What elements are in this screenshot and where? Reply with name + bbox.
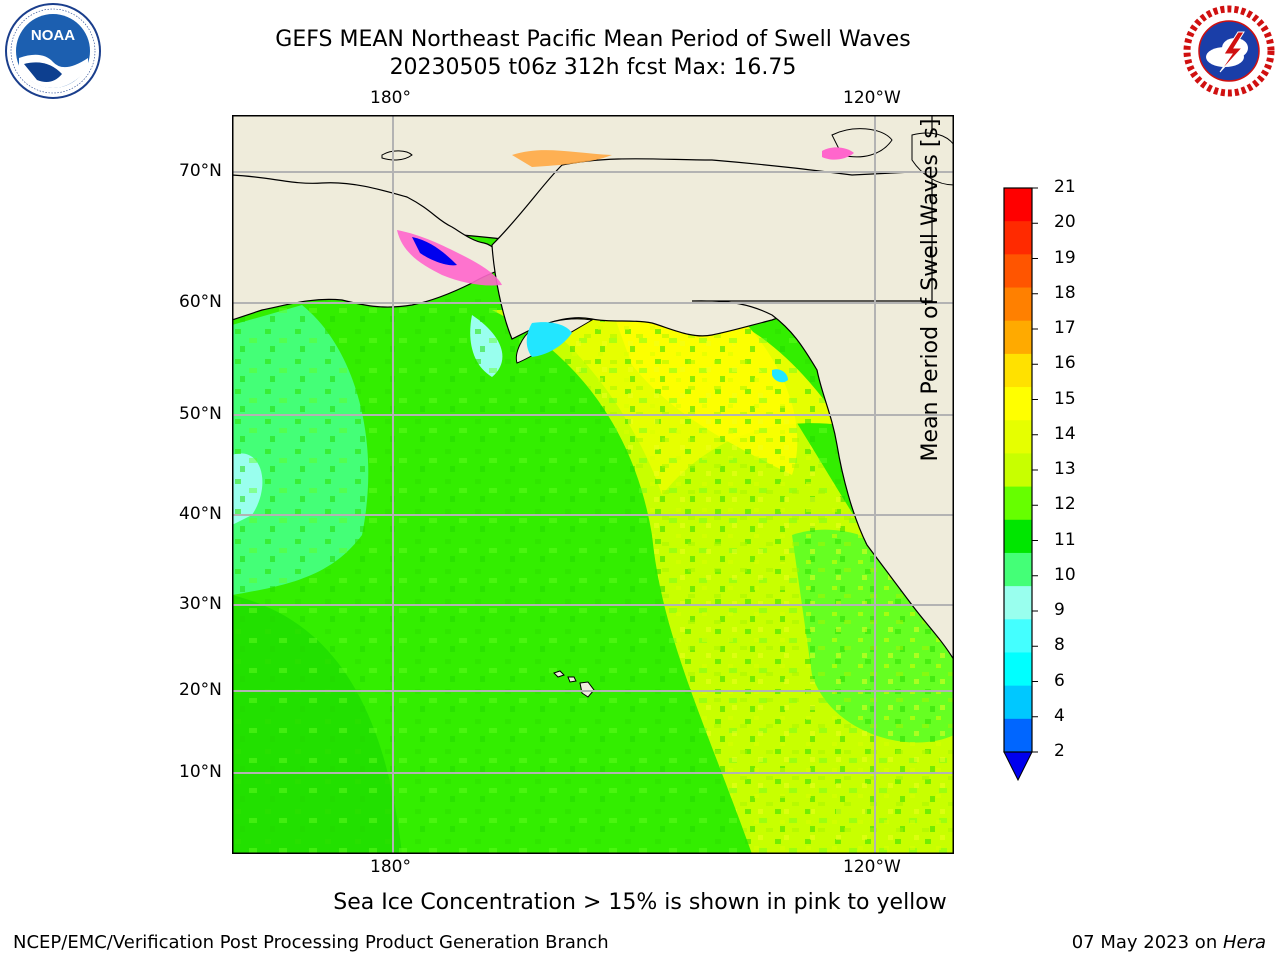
footer-host: Hera [1222, 932, 1266, 953]
lat-label-20n: 20°N [179, 680, 222, 700]
colorbar-tick-label: 2 [1054, 741, 1065, 761]
colorbar-segment [1004, 652, 1032, 687]
colorbar-extend-arrow [1003, 751, 1033, 782]
colorbar-tick-label: 12 [1054, 494, 1076, 515]
colorbar-segment [1004, 685, 1032, 720]
sea-ice-caption: Sea Ice Concentration > 15% is shown in … [333, 890, 947, 915]
colorbar-segment [1004, 486, 1032, 521]
lat-label-30n: 30°N [179, 594, 222, 614]
colorbar-segment [1004, 221, 1032, 255]
colorbar-tick-label: 6 [1054, 670, 1065, 691]
colorbar-tick-label: 9 [1054, 600, 1065, 620]
colorbar-segment [1004, 188, 1032, 222]
colorbar-segment [1004, 387, 1032, 421]
lat-label-40n: 40°N [179, 504, 222, 524]
colorbar-label: Mean Period of Swell Waves [s] [918, 118, 943, 462]
nws-logo [1183, 5, 1275, 97]
noaa-logo: NOAA [5, 3, 101, 99]
swell-cell-gulf [772, 369, 788, 383]
colorbar-tick-label: 13 [1054, 459, 1076, 479]
colorbar-tick-label: 17 [1054, 318, 1076, 338]
colorbar-tick-label: 21 [1054, 177, 1076, 197]
lat-label-50n: 50°N [179, 404, 222, 424]
map-subtitle: 20230505 t06z 312h fcst Max: 16.75 [389, 55, 797, 80]
colorbar-segment [1004, 619, 1032, 653]
lon-label-bottom-180: 180° [370, 857, 411, 877]
lon-label-top-180: 180° [370, 88, 411, 108]
colorbar-tick-label: 16 [1054, 353, 1076, 374]
footer-timestamp: 07 May 2023 on Hera [1072, 932, 1266, 953]
colorbar-tick-label: 11 [1054, 529, 1076, 550]
colorbar-tick-label: 20 [1054, 212, 1076, 233]
lat-label-70n: 70°N [179, 161, 222, 181]
field-texture-yellow [492, 310, 954, 854]
lon-label-bottom-120w: 120°W [843, 857, 901, 877]
colorbar-segment [1004, 519, 1032, 554]
colorbar-tick-label: 14 [1054, 423, 1076, 444]
colorbar-tick-label: 8 [1054, 635, 1065, 656]
sea-ice-low-period [412, 237, 457, 266]
colorbar-tick-label: 10 [1054, 564, 1076, 585]
colorbar-tick-label: 4 [1054, 705, 1065, 726]
swell-period-map [232, 115, 954, 854]
colorbar-segment [1004, 718, 1032, 753]
colorbar-segment [1004, 353, 1032, 388]
land-north-america [691, 115, 954, 662]
colorbar-tick-marks [1032, 187, 1038, 753]
lon-label-top-120w: 120°W [843, 88, 901, 108]
colorbar-tick-label: 15 [1054, 388, 1076, 409]
colorbar-segment [1004, 586, 1032, 620]
colorbar-segment [1004, 287, 1032, 322]
colorbar-segment [1004, 254, 1032, 289]
lat-label-10n: 10°N [179, 762, 222, 782]
map-frame [232, 115, 954, 854]
map-title: GEFS MEAN Northeast Pacific Mean Period … [275, 27, 911, 52]
colorbar-segments [1004, 188, 1032, 753]
colorbar-segment [1004, 420, 1032, 454]
sea-ice-chukchi [512, 150, 612, 167]
colorbar-tick-label: 19 [1054, 247, 1076, 268]
footer-branch: NCEP/EMC/Verification Post Processing Pr… [13, 932, 609, 953]
colorbar-segment [1004, 320, 1032, 355]
sea-ice-beaufort [822, 147, 854, 160]
colorbar-segment [1004, 453, 1032, 488]
lat-label-60n: 60°N [179, 292, 222, 312]
colorbar-segment [1004, 552, 1032, 587]
graticule [232, 115, 954, 854]
footer-date: 07 May 2023 on [1071, 932, 1223, 953]
noaa-logo-text: NOAA [31, 27, 75, 44]
colorbar-tick-label: 18 [1054, 282, 1076, 303]
colorbar [1003, 187, 1038, 782]
sea-ice-bristol-bay [526, 322, 572, 357]
